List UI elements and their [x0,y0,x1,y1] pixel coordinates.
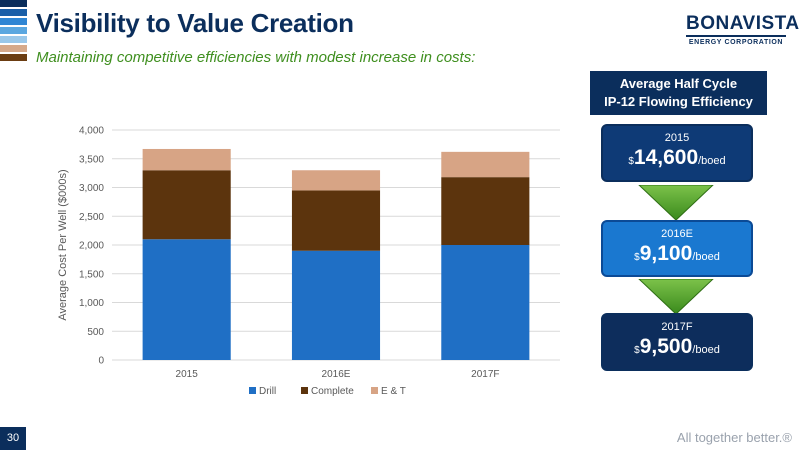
tagline: All together better.® [676,430,792,445]
x-tick-label: 2017F [471,369,499,380]
cost-chart: 0 500 1,000 1,500 2,000 2,500 3,000 3,500 4,000 A… [50,118,570,408]
panel-header-line2: IP-12 Flowing Efficiency [604,94,753,109]
efficiency-year: 2015 [664,132,690,144]
bar-drill [291,250,381,360]
legend-swatch [301,387,308,394]
efficiency-unit: /boed [698,155,726,167]
panel-header-line1: Average Half Cycle [619,76,738,91]
efficiency-value: 14,600 [633,146,699,169]
slide-subtitle: Maintaining competitive efficiencies wit… [36,49,476,66]
efficiency-box-2017f: 2017F $9,500/boed [601,313,753,371]
y-tick-label: 0 [98,356,104,367]
cost-chart-svg: 0 500 1,000 1,500 2,000 2,500 3,000 3,500 4,000 A… [57,126,560,397]
bar-complete [291,190,381,251]
stripe [0,45,27,52]
y-tick-label: 3,000 [79,183,104,194]
decorative-stripes [0,0,27,74]
efficiency-year: 2016E [661,228,693,240]
down-arrow-icon [638,185,714,221]
stripe [0,54,27,61]
bar-e-t [441,151,530,178]
y-tick-label: 2,000 [79,241,104,252]
stripe [0,18,27,25]
y-tick-label: 3,500 [79,154,104,165]
y-tick-label: 2,500 [79,212,104,223]
currency-symbol: $ [634,345,640,356]
logo-name: BONAVISTA [686,13,800,34]
stripe [0,36,27,43]
slide-title: Visibility to Value Creation [36,8,354,38]
efficiency-value: 9,500 [639,335,693,358]
bar-complete [142,170,231,240]
legend-swatch [249,387,256,394]
stripe [0,0,27,7]
efficiency-value-line: $9,100/boed [603,242,751,266]
currency-symbol: $ [634,252,640,263]
efficiency-unit: /boed [692,344,720,356]
bar-drill [142,239,231,360]
efficiency-value: 9,100 [639,242,693,265]
legend-label: Complete [311,386,354,397]
efficiency-year: 2017F [661,321,693,333]
down-arrow-icon [638,279,714,315]
efficiency-value-line: $14,600/boed [603,146,751,170]
efficiency-panel-header: Average Half Cycle IP-12 Flowing Efficie… [590,71,767,115]
y-tick-label: 500 [87,327,104,338]
stripe [0,27,27,34]
efficiency-box-2016e: 2016E $9,100/boed [601,220,753,277]
legend-label: E & T [381,386,406,397]
bar-e-t [291,170,381,191]
y-tick-label: 4,000 [79,126,104,137]
company-logo: BONAVISTA ENERGY CORPORATION [686,13,800,46]
logo-divider [686,35,786,37]
bar-complete [441,177,530,245]
logo-subtitle: ENERGY CORPORATION [688,39,784,46]
bar-e-t [142,148,231,171]
y-tick-label: 1,500 [79,269,104,280]
currency-symbol: $ [628,156,634,167]
legend-swatch [371,387,378,394]
efficiency-box-2015: 2015 $14,600/boed [601,124,753,182]
legend-label: Drill [259,386,276,397]
efficiency-unit: /boed [692,251,720,263]
efficiency-value-line: $9,500/boed [603,335,751,359]
page-number: 30 [0,427,26,450]
x-tick-label: 2015 [176,369,199,380]
stripe [0,9,27,16]
y-axis-label: Average Cost Per Well ($000s) [57,169,69,320]
y-tick-label: 1,000 [79,298,104,309]
bar-drill [441,245,530,360]
x-tick-label: 2016E [322,369,351,380]
